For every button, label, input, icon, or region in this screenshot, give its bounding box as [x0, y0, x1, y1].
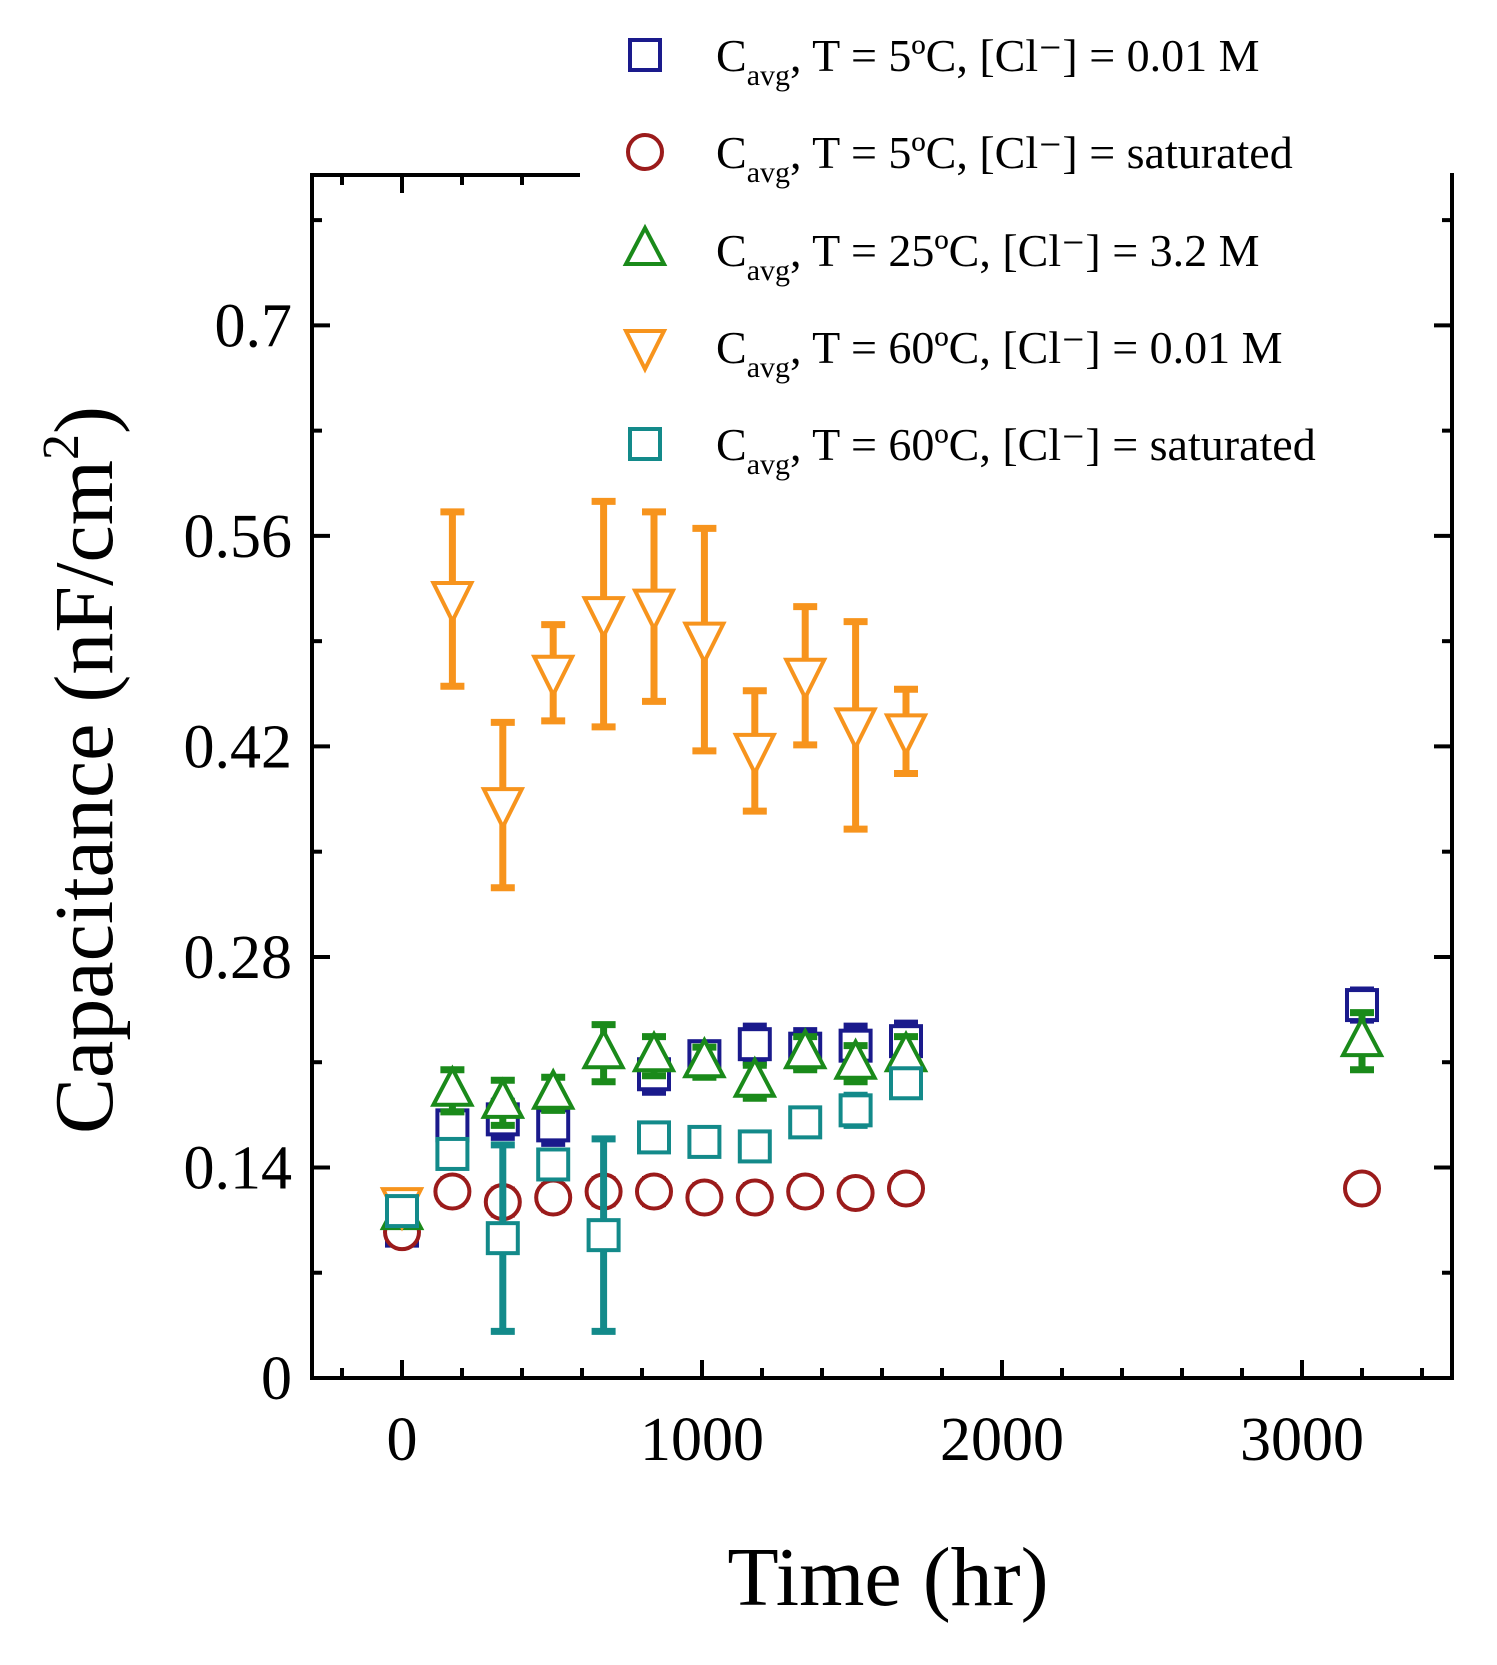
legend-entry: Cavg, T = 25ºC, [Cl⁻] = 3.2 M [622, 223, 1260, 287]
legend-label-main: C [716, 127, 747, 178]
data-point [631, 1029, 677, 1073]
legend-label-main: C [716, 322, 747, 373]
data-point [687, 1124, 722, 1159]
series-layer [379, 497, 1385, 1335]
data-point [833, 1037, 878, 1080]
y-tick-label: 0 [261, 1345, 292, 1413]
data-point [435, 1136, 470, 1171]
data-point [581, 596, 626, 641]
series-4 [379, 497, 929, 1232]
legend-background [580, 155, 1450, 195]
legend-marker [622, 223, 668, 266]
y-tick-label: 0.28 [184, 924, 293, 992]
data-point [536, 1147, 571, 1182]
data-point [836, 1174, 875, 1213]
legend-label-rest: , T = 5ºC, [Cl⁻] = 0.01 M [790, 30, 1260, 81]
data-point [682, 621, 727, 667]
data-point [838, 1093, 873, 1128]
y-axis-title: Capacitance (nF/cm2) [33, 406, 131, 1134]
data-point [485, 1221, 520, 1256]
y-axis-title-sup: 2 [33, 434, 90, 460]
series-1 [385, 986, 1379, 1248]
legend-label-sub: avg [747, 448, 790, 481]
legend-entry: Cavg, T = 5ºC, [Cl⁻] = 0.01 M [628, 30, 1260, 92]
y-tick-label: 0.14 [184, 1134, 293, 1202]
data-point [883, 713, 929, 758]
data-point [889, 1066, 923, 1101]
x-axis-title: Time (hr) [727, 1531, 1048, 1624]
data-point [480, 1076, 526, 1119]
data-point [782, 1026, 828, 1070]
data-point [833, 707, 878, 752]
legend-label-main: C [716, 225, 747, 276]
legend-label: Cavg, T = 60ºC, [Cl⁻] = saturated [716, 419, 1316, 481]
data-point [430, 1064, 475, 1107]
data-point [682, 1035, 727, 1079]
data-point [782, 657, 828, 703]
legend-mask [580, 155, 1450, 195]
series-3 [379, 1009, 1385, 1231]
series-2 [383, 1169, 1381, 1252]
data-point [581, 1026, 626, 1070]
data-point [1343, 1169, 1381, 1208]
y-tick-label: 0.42 [184, 713, 293, 781]
legend-marker [622, 329, 668, 374]
data-point [732, 732, 778, 778]
legend-entry: Cavg, T = 60ºC, [Cl⁻] = saturated [628, 419, 1316, 481]
x-tick-label: 2000 [940, 1406, 1064, 1474]
legend-label-sub: avg [747, 254, 790, 287]
x-tick-label: 3000 [1240, 1406, 1364, 1474]
data-point [385, 1194, 419, 1229]
data-point [480, 787, 526, 832]
data-point [735, 1178, 774, 1217]
x-tick-label: 1000 [640, 1406, 764, 1474]
data-point [635, 1172, 673, 1211]
legend-label-rest: , T = 5ºC, [Cl⁻] = saturated [790, 127, 1293, 178]
legend-entry: Cavg, T = 60ºC, [Cl⁻] = 0.01 M [622, 322, 1283, 384]
y-axis-title-main: Capacitance (nF/cm [38, 460, 131, 1134]
data-point [737, 1027, 772, 1062]
series-5 [385, 1066, 923, 1335]
legend-label-rest: , T = 60ºC, [Cl⁻] = 0.01 M [790, 322, 1283, 373]
data-point [732, 1055, 778, 1098]
y-tick-labels: 0 0.14 0.28 0.42 0.56 0.7 [184, 292, 293, 1413]
legend-label: Cavg, T = 5ºC, [Cl⁻] = 0.01 M [716, 30, 1260, 92]
data-point [430, 581, 475, 626]
y-axis-title-end: ) [38, 406, 131, 434]
legend-label: Cavg, T = 60ºC, [Cl⁻] = 0.01 M [716, 322, 1283, 384]
data-point [530, 1067, 576, 1110]
data-point [530, 654, 576, 700]
y-tick-label: 0.56 [184, 503, 293, 571]
data-point [433, 1172, 472, 1211]
legend-marker [628, 427, 662, 461]
legend-label-sub: avg [747, 351, 790, 384]
legend-entry: Cavg, T = 5ºC, [Cl⁻] = saturated [626, 127, 1293, 189]
legend-label-sub: avg [747, 156, 790, 189]
data-point [887, 1169, 925, 1208]
data-point [586, 1218, 621, 1253]
legend-label-sub: avg [747, 59, 790, 92]
y-tick-label: 0.7 [215, 292, 293, 360]
data-point [685, 1178, 724, 1217]
data-point [536, 1108, 571, 1143]
data-point [534, 1178, 573, 1217]
data-point [788, 1105, 823, 1140]
data-point [631, 588, 677, 634]
data-point [737, 1129, 772, 1164]
legend-marker [628, 38, 662, 72]
legend-label-main: C [716, 30, 747, 81]
legend-label-rest: , T = 60ºC, [Cl⁻] = saturated [790, 419, 1316, 470]
data-point [1339, 1014, 1385, 1058]
data-point [786, 1172, 825, 1211]
legend-label-rest: , T = 25ºC, [Cl⁻] = 3.2 M [790, 225, 1260, 276]
legend-label: Cavg, T = 25ºC, [Cl⁻] = 3.2 M [716, 225, 1260, 287]
data-point [637, 1120, 671, 1155]
x-tick-label: 0 [387, 1406, 418, 1474]
legend-label: Cavg, T = 5ºC, [Cl⁻] = saturated [716, 127, 1293, 189]
legend-marker [626, 133, 664, 171]
legend-label-main: C [716, 419, 747, 470]
x-tick-labels: 0 1000 2000 3000 [387, 1406, 1365, 1474]
